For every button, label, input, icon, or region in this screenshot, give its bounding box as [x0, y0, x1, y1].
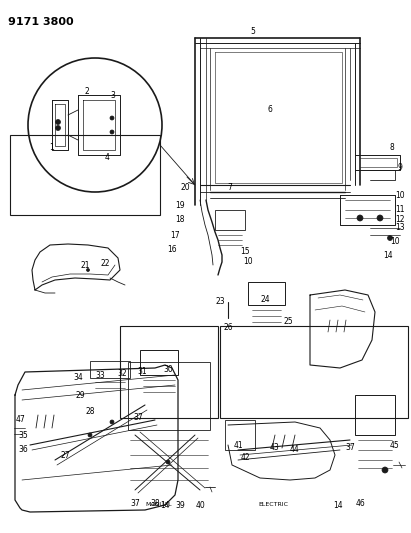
Circle shape: [388, 236, 393, 240]
Text: 31: 31: [137, 367, 147, 376]
Text: 14: 14: [383, 251, 393, 260]
Text: 3: 3: [111, 92, 115, 101]
Text: 24: 24: [260, 295, 270, 304]
Circle shape: [110, 116, 114, 120]
Text: 1: 1: [50, 143, 54, 152]
Bar: [90, 361, 130, 378]
Text: 45: 45: [390, 440, 400, 449]
Text: 2: 2: [85, 87, 89, 96]
Text: 36: 36: [18, 446, 28, 455]
Text: 13: 13: [395, 223, 405, 232]
Text: 18: 18: [175, 215, 185, 224]
Circle shape: [110, 420, 114, 424]
Text: 21: 21: [80, 261, 90, 270]
Circle shape: [55, 119, 60, 125]
Bar: [225, 420, 255, 450]
Text: 26: 26: [223, 324, 233, 333]
Text: 34: 34: [73, 374, 83, 383]
Bar: [10, 135, 160, 215]
Text: 46: 46: [355, 498, 365, 507]
Circle shape: [166, 460, 170, 464]
Text: 22: 22: [100, 260, 109, 269]
Text: 35: 35: [18, 431, 28, 440]
Text: 7: 7: [228, 183, 233, 192]
Text: 43: 43: [270, 443, 280, 453]
Text: 4: 4: [104, 154, 109, 163]
Text: 47: 47: [15, 416, 25, 424]
Text: 5: 5: [251, 28, 256, 36]
Text: 39: 39: [175, 502, 185, 511]
Text: 30: 30: [163, 366, 173, 375]
Text: 14: 14: [333, 500, 343, 510]
Text: 8: 8: [390, 143, 395, 152]
Text: 10: 10: [395, 190, 405, 199]
Text: 37: 37: [345, 443, 355, 453]
Text: 10: 10: [390, 238, 400, 246]
Text: 28: 28: [85, 408, 95, 416]
Bar: [248, 282, 285, 305]
Circle shape: [377, 215, 383, 221]
Text: 14: 14: [160, 502, 170, 511]
Text: 16: 16: [167, 246, 177, 254]
Text: 44: 44: [290, 446, 300, 455]
Bar: [355, 395, 395, 435]
Text: 17: 17: [170, 230, 180, 239]
Text: 40: 40: [195, 502, 205, 511]
Text: 9: 9: [397, 164, 402, 173]
Text: 37: 37: [133, 414, 143, 423]
Text: 38: 38: [150, 498, 160, 507]
Text: MANUAL: MANUAL: [145, 503, 172, 507]
Text: 25: 25: [283, 318, 293, 327]
Text: 20: 20: [180, 183, 190, 192]
Text: 29: 29: [75, 391, 85, 400]
Text: 15: 15: [240, 247, 250, 256]
Text: 10: 10: [243, 257, 253, 266]
Text: 23: 23: [215, 297, 225, 306]
Circle shape: [88, 433, 92, 437]
Bar: [120, 326, 218, 418]
Text: 12: 12: [395, 215, 405, 224]
Bar: [220, 326, 408, 418]
Text: ELECTRIC: ELECTRIC: [258, 503, 288, 507]
Bar: [128, 362, 210, 430]
Text: 37: 37: [130, 498, 140, 507]
Bar: [140, 350, 178, 375]
Circle shape: [382, 467, 388, 473]
Circle shape: [86, 269, 90, 271]
Circle shape: [357, 215, 363, 221]
Bar: [215, 210, 245, 230]
Text: 41: 41: [233, 440, 243, 449]
Text: 11: 11: [395, 206, 405, 214]
Text: 6: 6: [268, 106, 272, 115]
Text: 32: 32: [117, 369, 127, 378]
Text: 33: 33: [95, 372, 105, 381]
Circle shape: [110, 130, 114, 134]
Circle shape: [55, 125, 60, 131]
Text: 9171 3800: 9171 3800: [8, 17, 74, 27]
Text: 27: 27: [60, 450, 70, 459]
Text: 19: 19: [175, 200, 185, 209]
Text: 42: 42: [240, 453, 250, 462]
